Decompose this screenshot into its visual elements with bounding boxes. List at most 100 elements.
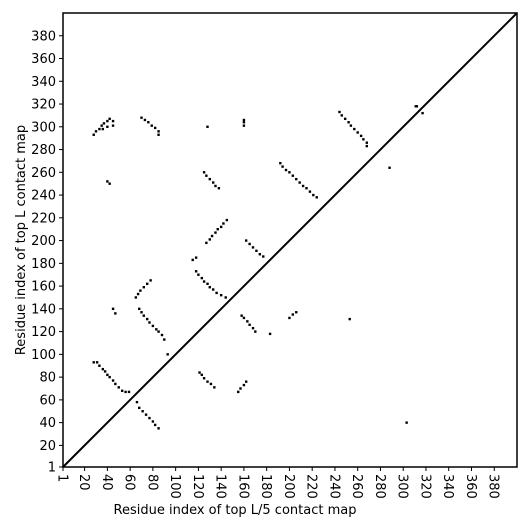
contact-point	[95, 361, 99, 364]
contact-point	[216, 227, 219, 231]
contact-point	[348, 317, 351, 321]
contact-point	[120, 389, 124, 392]
x-tick-label: 260	[349, 474, 364, 499]
contact-point	[308, 190, 312, 193]
x-tick-label: 120	[190, 474, 205, 499]
x-tick-label: 380	[486, 474, 501, 499]
contact-point	[138, 406, 141, 410]
x-tick-label: 300	[395, 474, 410, 499]
contact-point	[92, 133, 95, 136]
contact-point	[153, 126, 157, 130]
contact-point	[251, 326, 255, 330]
contact-point	[155, 328, 158, 331]
contact-point	[147, 121, 150, 124]
y-tick-label: 100	[31, 348, 56, 363]
contact-point	[106, 119, 109, 123]
contact-point	[338, 110, 341, 114]
diagonal	[62, 12, 518, 468]
contact-point	[102, 122, 106, 125]
contact-point	[248, 323, 251, 326]
contact-point	[244, 239, 248, 242]
contact-point	[295, 177, 298, 181]
contact-point	[343, 117, 347, 121]
contact-point	[415, 105, 419, 108]
contact-point	[111, 307, 115, 311]
contact-point	[111, 124, 115, 127]
y-tick-label: 240	[31, 189, 56, 204]
contact-point	[298, 181, 301, 184]
contact-point	[194, 270, 198, 273]
contact-point	[291, 313, 295, 316]
contact-point	[101, 367, 105, 371]
contact-point	[284, 168, 288, 172]
contact-point	[111, 379, 115, 382]
contact-point	[258, 253, 262, 256]
contact-point	[117, 386, 120, 389]
contact-point	[421, 111, 424, 115]
contact-point	[214, 231, 217, 234]
contact-point	[219, 225, 223, 229]
x-tick-label: 140	[213, 474, 228, 499]
x-tick-label: 180	[258, 474, 273, 499]
x-tick-label: 320	[417, 474, 432, 499]
contact-point	[208, 286, 211, 289]
contact-point	[242, 118, 246, 122]
contact-point	[163, 338, 166, 341]
contact-point	[108, 375, 111, 379]
contact-point	[151, 324, 155, 328]
contact-point	[140, 311, 143, 314]
contact-point	[242, 316, 246, 320]
x-tick-label: 360	[463, 474, 478, 499]
contact-point	[239, 387, 242, 390]
x-tick-label: 340	[440, 474, 455, 499]
contact-point	[365, 144, 369, 148]
contact-point	[295, 311, 298, 314]
contact-point	[198, 371, 201, 374]
y-tick-label: 200	[31, 234, 56, 249]
contact-point	[268, 332, 272, 336]
contact-point	[135, 400, 139, 404]
contact-point	[157, 133, 160, 136]
contact-point	[148, 416, 151, 420]
contact-point	[405, 421, 408, 424]
contact-point	[142, 286, 145, 289]
contact-point	[240, 314, 243, 317]
contact-point	[141, 410, 144, 413]
contact-point	[215, 291, 218, 295]
x-tick-label: 100	[167, 474, 182, 499]
contact-point	[347, 121, 350, 124]
contact-point	[148, 321, 151, 324]
contact-point	[242, 383, 246, 387]
contact-point	[305, 187, 308, 190]
contact-point	[153, 423, 157, 427]
y-tick-label: 260	[31, 166, 56, 181]
contact-point	[108, 117, 111, 121]
contact-point	[214, 184, 217, 188]
contact-point	[312, 193, 315, 197]
y-tick-label: 340	[31, 75, 56, 90]
contact-point	[106, 373, 109, 377]
contact-point	[140, 116, 143, 119]
contact-point	[208, 238, 211, 241]
contact-point	[255, 249, 258, 253]
contact-point	[157, 427, 160, 430]
x-tick-label: 60	[122, 474, 137, 491]
contact-point	[200, 373, 204, 377]
contact-point	[217, 187, 221, 190]
contact-point	[143, 118, 147, 122]
contact-point	[208, 177, 211, 181]
x-tick-label: 40	[99, 474, 114, 491]
y-tick-label: 280	[31, 143, 56, 158]
contact-point	[103, 370, 107, 373]
contact-point	[146, 282, 149, 286]
contact-point	[262, 255, 265, 258]
y-tick-label: 40	[39, 416, 56, 431]
contact-point	[142, 314, 145, 317]
contact-point	[149, 279, 152, 282]
y-tick-label: 20	[39, 439, 56, 454]
contact-point	[157, 130, 160, 133]
contact-point	[281, 165, 284, 168]
contact-point	[246, 320, 249, 323]
contact-point	[356, 131, 359, 134]
contact-point	[157, 330, 160, 333]
